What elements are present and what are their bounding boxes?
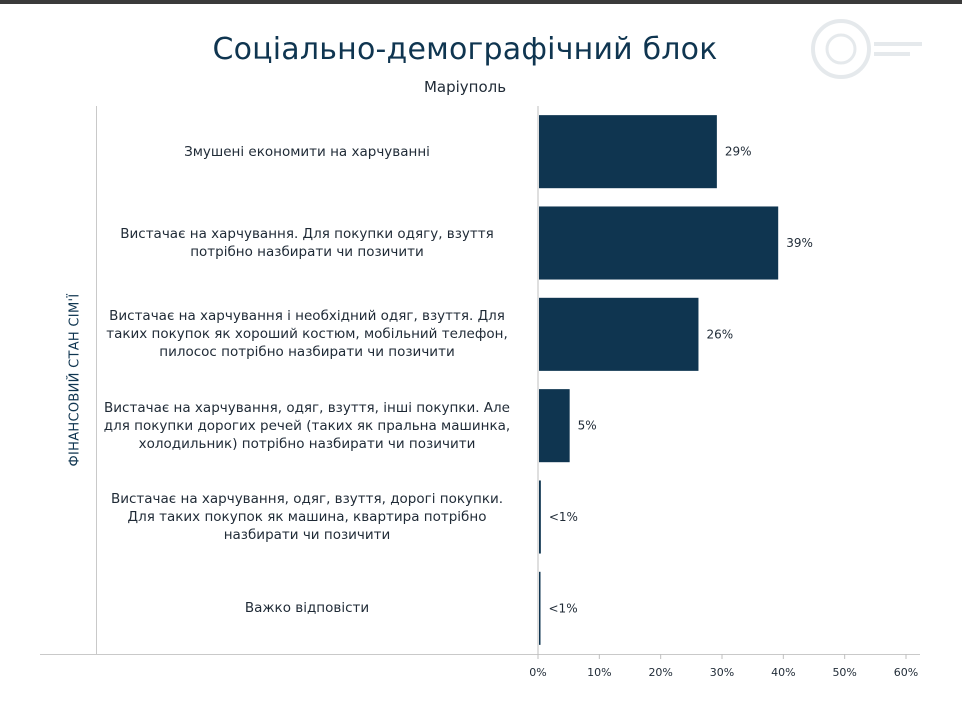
- x-tick-label: 60%: [894, 666, 918, 679]
- left-divider: [96, 106, 97, 654]
- category-label: Вистачає на харчування, одяг, взуття, до…: [110, 491, 504, 543]
- top-border: [0, 0, 962, 4]
- bottom-divider: [40, 654, 920, 655]
- bar: [539, 206, 779, 280]
- category-label: Вистачає на харчування, одяг, взуття, ін…: [103, 399, 511, 452]
- page-title: Соціально-демографічний блок: [212, 32, 718, 67]
- data-label: 29%: [725, 145, 752, 159]
- x-tick-label: 0%: [529, 666, 546, 679]
- watermark-logo-icon: [811, 19, 922, 79]
- x-tick-label: 30%: [710, 666, 734, 679]
- bar: [539, 480, 541, 554]
- x-tick-label: 50%: [832, 666, 856, 679]
- data-label: <1%: [549, 601, 578, 615]
- x-tick-label: 10%: [587, 666, 611, 679]
- data-label: <1%: [549, 510, 578, 524]
- chart-subtitle: Маріуполь: [423, 78, 507, 96]
- x-tick-label: 20%: [648, 666, 672, 679]
- category-label: Важко відповісти: [244, 600, 370, 617]
- bar: [539, 297, 699, 371]
- category-label: Вистачає на харчування. Для покупки одяг…: [120, 226, 494, 260]
- data-label: 5%: [578, 419, 597, 433]
- category-label: Вистачає на харчування і необхідний одяг…: [106, 308, 508, 361]
- data-label: 26%: [706, 327, 733, 341]
- data-label: 39%: [786, 236, 813, 250]
- bar: [539, 571, 541, 645]
- bar: [539, 389, 570, 463]
- x-tick-label: 40%: [771, 666, 795, 679]
- category-label: Змушені економити на харчуванні: [184, 143, 430, 160]
- bar: [539, 115, 717, 189]
